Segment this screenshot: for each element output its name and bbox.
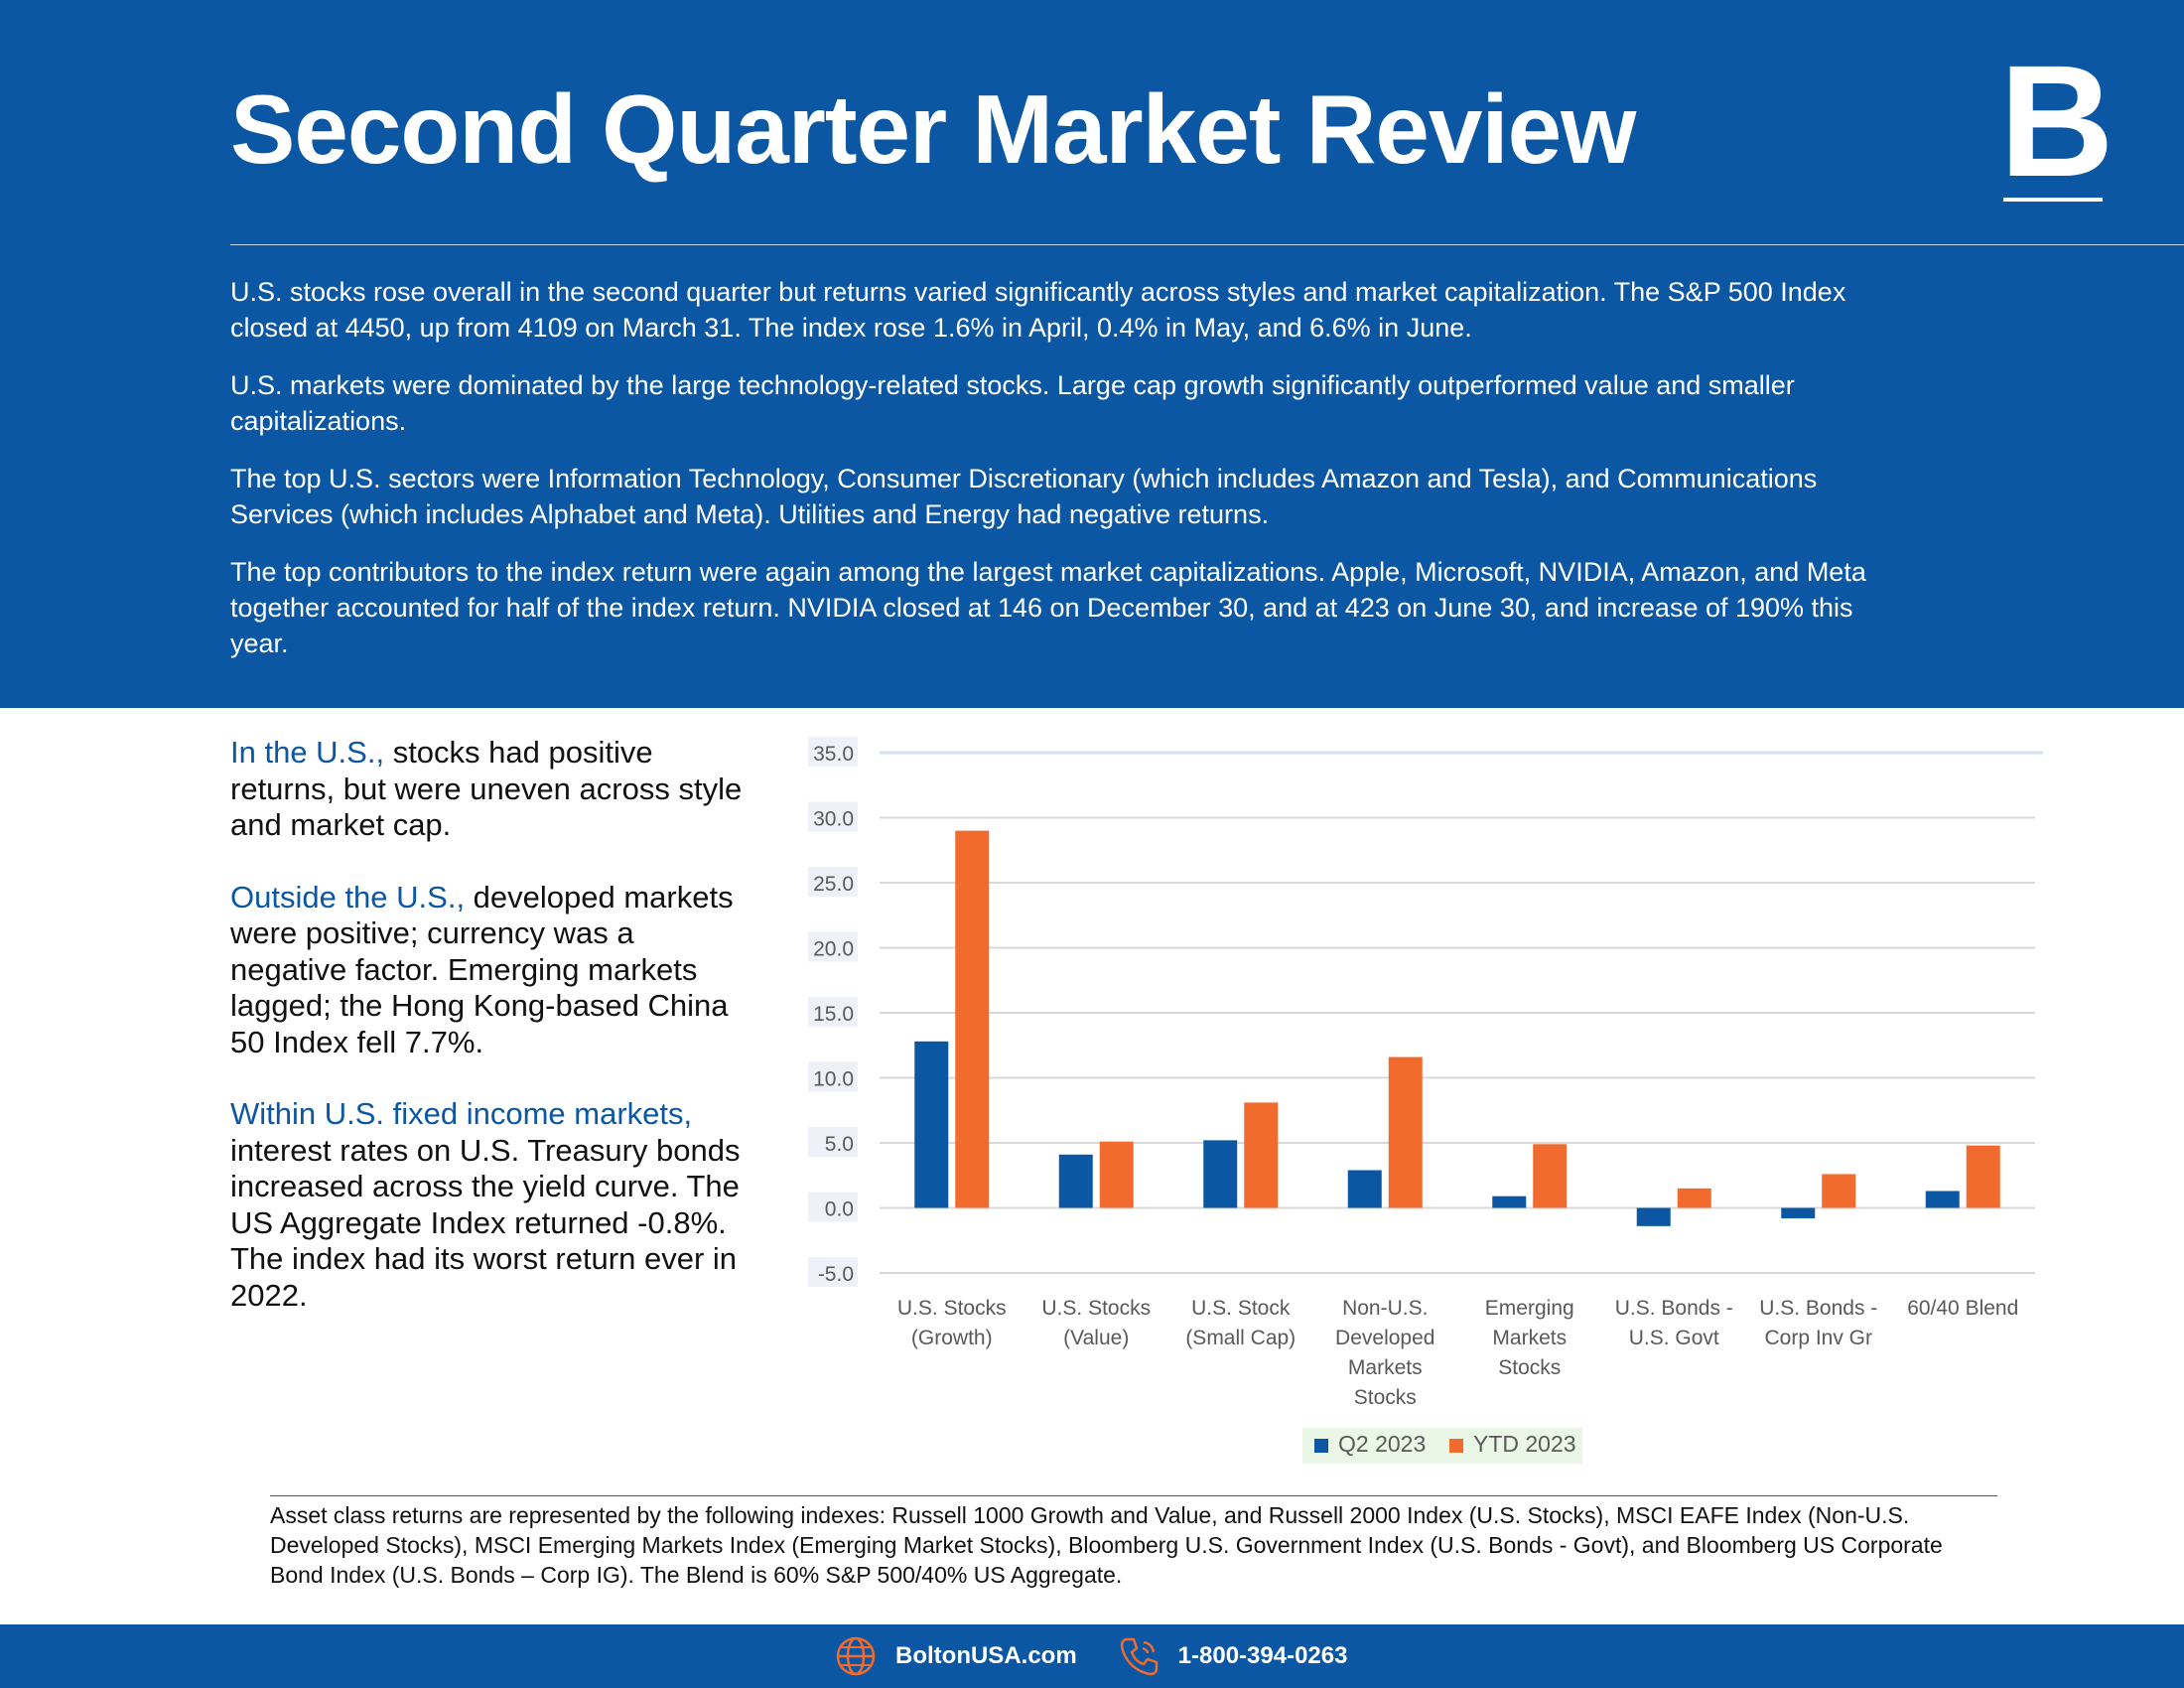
bar-q2 xyxy=(1636,1207,1671,1226)
y-tick-label: 30.0 xyxy=(813,808,854,831)
bar-q2 xyxy=(1781,1207,1816,1218)
intro-paragraph: U.S. markets were dominated by the large… xyxy=(230,370,1795,436)
page-title: Second Quarter Market Review xyxy=(230,74,1636,184)
footer-phone[interactable]: 1-800-394-0263 xyxy=(1177,1642,1348,1669)
y-tick-label: 20.0 xyxy=(813,938,854,961)
bar-ytd xyxy=(1533,1144,1568,1208)
bar-ytd xyxy=(1677,1188,1711,1208)
x-tick-label: U.S. Stocks xyxy=(897,1297,1007,1320)
bar-ytd xyxy=(955,830,990,1208)
x-tick-label: (Growth) xyxy=(911,1327,993,1349)
legend-label: YTD 2023 xyxy=(1473,1431,1576,1457)
x-tick-label: Markets xyxy=(1492,1327,1567,1349)
x-tick-label: Corp Inv Gr xyxy=(1764,1327,1872,1349)
x-tick-label: Stocks xyxy=(1498,1356,1561,1379)
x-tick-label: Markets xyxy=(1348,1356,1423,1379)
sidebar-paragraph-intl: Outside the U.S., developed markets were… xyxy=(230,880,747,1061)
y-tick-label: 10.0 xyxy=(813,1068,854,1091)
logo-letter: B xyxy=(1999,32,2115,210)
x-tick-label: Developed xyxy=(1335,1327,1434,1349)
sidebar-text: interest rates on U.S. Treasury bonds in… xyxy=(230,1132,741,1313)
y-tick-bg xyxy=(808,737,858,767)
y-tick-label: -5.0 xyxy=(818,1263,854,1286)
sidebar-lead: In the U.S., xyxy=(230,735,385,770)
bar-q2 xyxy=(1492,1196,1527,1208)
logo-underline xyxy=(2003,198,2103,202)
y-tick-bg xyxy=(808,867,858,897)
bar-q2 xyxy=(1347,1170,1382,1208)
sidebar-lead: Within U.S. fixed income markets, xyxy=(230,1096,693,1131)
sidebar-paragraph-fixed-income: Within U.S. fixed income markets, intere… xyxy=(230,1096,747,1314)
globe-icon xyxy=(836,1636,876,1676)
header-divider xyxy=(230,244,2184,245)
sidebar-lead: Outside the U.S., xyxy=(230,879,466,914)
bar-q2 xyxy=(914,1041,949,1208)
x-tick-label: (Small Cap) xyxy=(1185,1327,1296,1349)
y-tick-bg xyxy=(808,1127,858,1157)
x-tick-label: U.S. Bonds - xyxy=(1615,1297,1733,1320)
y-tick-bg xyxy=(808,931,858,962)
y-tick-bg xyxy=(808,1061,858,1092)
x-tick-label: U.S. Stock xyxy=(1191,1297,1291,1320)
footer-website[interactable]: BoltonUSA.com xyxy=(895,1642,1077,1669)
legend-bg xyxy=(1302,1428,1582,1464)
y-tick-bg xyxy=(808,1192,858,1222)
bar-ytd xyxy=(1822,1174,1856,1208)
header-banner: Second Quarter Market Review B U.S. stoc… xyxy=(0,0,2184,708)
intro-text: U.S. stocks rose overall in the second q… xyxy=(230,274,1878,683)
x-tick-label: (Value) xyxy=(1063,1327,1129,1349)
y-tick-label: 35.0 xyxy=(813,743,854,766)
x-tick-label: Stocks xyxy=(1354,1386,1417,1409)
returns-bar-chart: 35.0 30.0 25.0 20.0 15.0 10.0 5.0 0.0 -5.0 U.S. S… xyxy=(808,737,2043,1464)
x-tick-label: Emerging xyxy=(1485,1297,1574,1320)
legend-swatch xyxy=(1314,1439,1328,1453)
legend-label: Q2 2023 xyxy=(1338,1431,1426,1457)
sidebar-summary: In the U.S., stocks had positive returns… xyxy=(230,735,747,1349)
y-tick-bg xyxy=(808,801,858,832)
phone-icon xyxy=(1120,1637,1158,1676)
bar-q2 xyxy=(1203,1140,1238,1208)
bar-ytd xyxy=(1099,1141,1134,1208)
footer-bar: BoltonUSA.com 1-800-394-0263 xyxy=(0,1624,2184,1688)
index-notes: Asset class returns are represented by t… xyxy=(270,1495,1997,1590)
intro-paragraph: The top contributors to the index return… xyxy=(230,557,1866,658)
x-tick-label: 60/40 Blend xyxy=(1907,1297,2018,1320)
y-tick-bg xyxy=(808,997,858,1027)
y-tick-bg xyxy=(808,1257,858,1287)
footer-contact: BoltonUSA.com 1-800-394-0263 xyxy=(834,1624,1387,1688)
intro-paragraph: U.S. stocks rose overall in the second q… xyxy=(230,277,1846,343)
bar-q2 xyxy=(1058,1154,1093,1208)
bar-ytd xyxy=(1388,1056,1423,1208)
bolton-logo: B xyxy=(1999,32,2115,210)
y-tick-label: 0.0 xyxy=(825,1198,854,1221)
y-tick-label: 15.0 xyxy=(813,1003,854,1026)
x-tick-label: U.S. Govt xyxy=(1629,1327,1719,1349)
x-tick-label: U.S. Stocks xyxy=(1041,1297,1151,1320)
bar-ytd xyxy=(1244,1102,1279,1208)
sidebar-text: developed markets were positive; currenc… xyxy=(230,879,734,1059)
x-tick-label: Non-U.S. xyxy=(1342,1297,1428,1320)
sidebar-text: stocks had positive returns, but were un… xyxy=(230,735,743,842)
intro-paragraph: The top U.S. sectors were Information Te… xyxy=(230,464,1818,529)
y-tick-label: 25.0 xyxy=(813,873,854,896)
y-tick-label: 5.0 xyxy=(825,1133,854,1156)
sidebar-paragraph-us: In the U.S., stocks had positive returns… xyxy=(230,735,747,844)
bar-ytd xyxy=(1966,1145,2000,1208)
x-tick-label: U.S. Bonds - xyxy=(1759,1297,1877,1320)
bar-q2 xyxy=(1925,1191,1960,1208)
legend-swatch xyxy=(1449,1439,1463,1453)
